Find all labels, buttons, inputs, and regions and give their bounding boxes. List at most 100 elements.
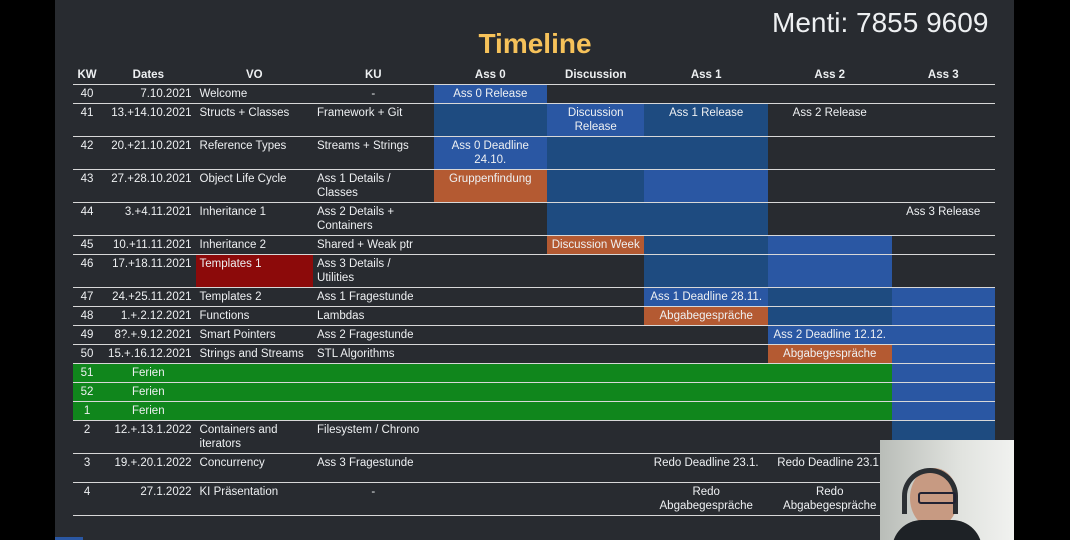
table-row: 45 10.+11.11.2021 Inheritance 2 Shared +… xyxy=(73,235,995,255)
discussion-cell xyxy=(547,325,645,345)
dates-cell: 24.+25.11.2021 xyxy=(101,287,196,307)
ku-cell: Shared + Weak ptr xyxy=(313,235,434,255)
ass0-cell: Ass 0 Deadline 24.10. xyxy=(433,136,548,170)
kw-cell: 51 xyxy=(73,363,102,383)
dates-cell: 20.+21.10.2021 xyxy=(101,136,196,170)
ass2-cell xyxy=(767,202,892,236)
dates-cell: 7.10.2021 xyxy=(101,84,196,104)
holiday-span xyxy=(195,363,892,383)
ku-cell: - xyxy=(313,482,434,516)
vo-cell: Object Life Cycle xyxy=(195,169,314,203)
ass2-cell: Ass 2 Release xyxy=(767,103,892,137)
discussion-cell xyxy=(547,420,645,454)
vo-cell: Templates 2 xyxy=(195,287,314,307)
ass0-cell xyxy=(433,103,548,137)
holiday-label: Ferien xyxy=(101,401,196,421)
kw-cell: 47 xyxy=(73,287,102,307)
dates-cell: 12.+.13.1.2022 xyxy=(101,420,196,454)
ass1-cell xyxy=(644,202,768,236)
ass0-cell xyxy=(433,202,548,236)
column-header-dates: Dates xyxy=(101,66,196,85)
glasses-icon xyxy=(918,492,956,504)
menti-code: Menti: 7855 9609 xyxy=(772,7,989,38)
kw-cell: 41 xyxy=(73,103,102,137)
dates-cell: 8?.+.9.12.2021 xyxy=(101,325,196,345)
table-row: 46 17.+18.11.2021 Templates 1 Ass 3 Deta… xyxy=(73,254,995,288)
ass2-cell: Abgabegespräche xyxy=(767,344,892,364)
ass0-cell xyxy=(433,325,548,345)
ass1-cell: Ass 1 Release xyxy=(644,103,768,137)
column-header-ass1: Ass 1 xyxy=(644,66,768,85)
column-header-ass2: Ass 2 xyxy=(767,66,892,85)
table-row: 48 1.+.2.12.2021 Functions Lambdas Abgab… xyxy=(73,306,995,326)
discussion-cell xyxy=(547,344,645,364)
dates-cell: 15.+.16.12.2021 xyxy=(101,344,196,364)
timeline-table: KW Dates VO KU Ass 0 Discussion Ass 1 As… xyxy=(73,66,995,516)
ass1-cell xyxy=(644,344,768,364)
ass3-cell xyxy=(891,363,995,383)
slide-progress-mark xyxy=(55,537,83,540)
holiday-label: Ferien xyxy=(101,363,196,383)
column-header-ass0: Ass 0 xyxy=(433,66,548,85)
page-title: Timeline xyxy=(478,28,592,59)
discussion-cell: Discussion Week xyxy=(547,235,645,255)
kw-cell: 42 xyxy=(73,136,102,170)
dates-cell: 1.+.2.12.2021 xyxy=(101,306,196,326)
dates-cell: 17.+18.11.2021 xyxy=(101,254,196,288)
discussion-cell xyxy=(547,84,645,104)
dates-cell: 27.+28.10.2021 xyxy=(101,169,196,203)
column-header-discussion: Discussion xyxy=(547,66,645,85)
ass1-cell: Redo Abgabegespräche xyxy=(644,482,768,516)
ku-cell: Ass 1 Details / Classes xyxy=(313,169,434,203)
vo-cell: Smart Pointers xyxy=(195,325,314,345)
ass2-cell xyxy=(767,306,892,326)
ass1-cell xyxy=(644,84,768,104)
vo-cell: Reference Types xyxy=(195,136,314,170)
ass0-cell xyxy=(433,254,548,288)
ass3-cell xyxy=(891,287,995,307)
kw-cell: 40 xyxy=(73,84,102,104)
table-row: 3 19.+.20.1.2022 Concurrency Ass 3 Frage… xyxy=(73,453,995,483)
ku-cell: STL Algorithms xyxy=(313,344,434,364)
holiday-row: 51 Ferien xyxy=(73,363,995,383)
vo-cell: Structs + Classes xyxy=(195,103,314,137)
ku-cell: Streams + Strings xyxy=(313,136,434,170)
ku-cell: Lambdas xyxy=(313,306,434,326)
ass0-cell xyxy=(433,287,548,307)
ass0-cell xyxy=(433,235,548,255)
kw-cell: 46 xyxy=(73,254,102,288)
ass3-cell xyxy=(891,136,995,170)
ass3-cell xyxy=(891,235,995,255)
kw-cell: 45 xyxy=(73,235,102,255)
ass2-cell xyxy=(767,287,892,307)
dates-cell: 3.+4.11.2021 xyxy=(101,202,196,236)
vo-cell: KI Präsentation xyxy=(195,482,314,516)
table-row: 44 3.+4.11.2021 Inheritance 1 Ass 2 Deta… xyxy=(73,202,995,236)
ass3-cell xyxy=(891,325,995,345)
ku-cell: Ass 3 Details / Utilities xyxy=(313,254,434,288)
ass1-cell: Ass 1 Deadline 28.11. xyxy=(644,287,768,307)
ku-cell: Framework + Git xyxy=(313,103,434,137)
holiday-span xyxy=(195,401,892,421)
kw-cell: 1 xyxy=(73,401,102,421)
headphones-icon xyxy=(902,468,958,514)
table-row: 4 27.1.2022 KI Präsentation - Redo Abgab… xyxy=(73,482,995,516)
ku-cell: Ass 1 Fragestunde xyxy=(313,287,434,307)
holiday-row: 1 Ferien xyxy=(73,401,995,421)
ass1-cell xyxy=(644,325,768,345)
ass3-cell xyxy=(891,103,995,137)
ass2-cell: Redo Abgabegespräche xyxy=(767,482,892,516)
ass0-cell xyxy=(433,482,548,516)
kw-cell: 3 xyxy=(73,453,102,483)
vo-cell: Inheritance 2 xyxy=(195,235,314,255)
dates-cell: 27.1.2022 xyxy=(101,482,196,516)
vo-cell: Strings and Streams xyxy=(195,344,314,364)
ass2-cell xyxy=(767,84,892,104)
discussion-cell: Discussion Release xyxy=(547,103,645,137)
table-row: 43 27.+28.10.2021 Object Life Cycle Ass … xyxy=(73,169,995,203)
discussion-cell xyxy=(547,287,645,307)
ass3-cell xyxy=(891,382,995,402)
ass3-cell xyxy=(891,344,995,364)
vo-cell: Concurrency xyxy=(195,453,314,483)
ass1-cell xyxy=(644,420,768,454)
